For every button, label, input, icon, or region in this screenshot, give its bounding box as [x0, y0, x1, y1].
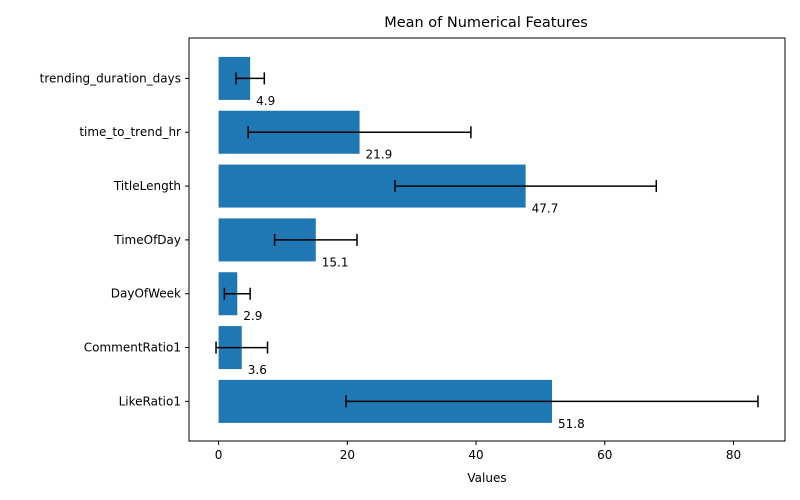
- error-bar-time_to_trend_hr: [247, 126, 472, 139]
- y-tick-label-TitleLength: TitleLength: [113, 179, 181, 193]
- error-bar-trending_duration_days: [235, 72, 266, 85]
- y-tick-label-TimeOfDay: TimeOfDay: [113, 233, 181, 247]
- y-tick-label-trending_duration_days: trending_duration_days: [40, 71, 181, 85]
- x-tick-label-20: 20: [340, 448, 355, 462]
- y-axis: trending_duration_days time_to_trend_hr Ti…: [40, 71, 189, 408]
- value-label-trending_duration_days: 4.9: [256, 94, 275, 108]
- error-bar-LikeRatio1: [345, 395, 759, 408]
- x-tick-label-80: 80: [726, 448, 741, 462]
- value-label-TimeOfDay: 15.1: [322, 255, 349, 269]
- error-bar-CommentRatio1: [215, 341, 269, 354]
- value-label-time_to_trend_hr: 21.9: [366, 148, 393, 162]
- y-tick-label-time_to_trend_hr: time_to_trend_hr: [79, 125, 181, 139]
- y-tick-label-CommentRatio1: CommentRatio1: [84, 341, 181, 355]
- x-axis: 0 20 40 60 80: [215, 441, 741, 462]
- value-label-LikeRatio1: 51.8: [558, 417, 585, 431]
- x-axis-title: Values: [467, 471, 506, 485]
- error-bar-TimeOfDay: [273, 233, 358, 246]
- error-bar-TitleLength: [394, 180, 658, 193]
- x-tick-label-0: 0: [215, 448, 223, 462]
- y-tick-label-DayOfWeek: DayOfWeek: [111, 287, 181, 301]
- plot-area: 4.9 21.9 47.7 15.1 2.9 3.6 51.8: [215, 56, 759, 431]
- y-tick-label-LikeRatio1: LikeRatio1: [119, 394, 181, 408]
- x-tick-label-40: 40: [468, 448, 483, 462]
- error-bar-DayOfWeek: [223, 287, 251, 300]
- x-tick-label-60: 60: [597, 448, 612, 462]
- chart-title: Mean of Numerical Features: [384, 15, 588, 31]
- value-label-TitleLength: 47.7: [532, 202, 559, 216]
- value-label-CommentRatio1: 3.6: [248, 363, 267, 377]
- value-label-DayOfWeek: 2.9: [243, 309, 262, 323]
